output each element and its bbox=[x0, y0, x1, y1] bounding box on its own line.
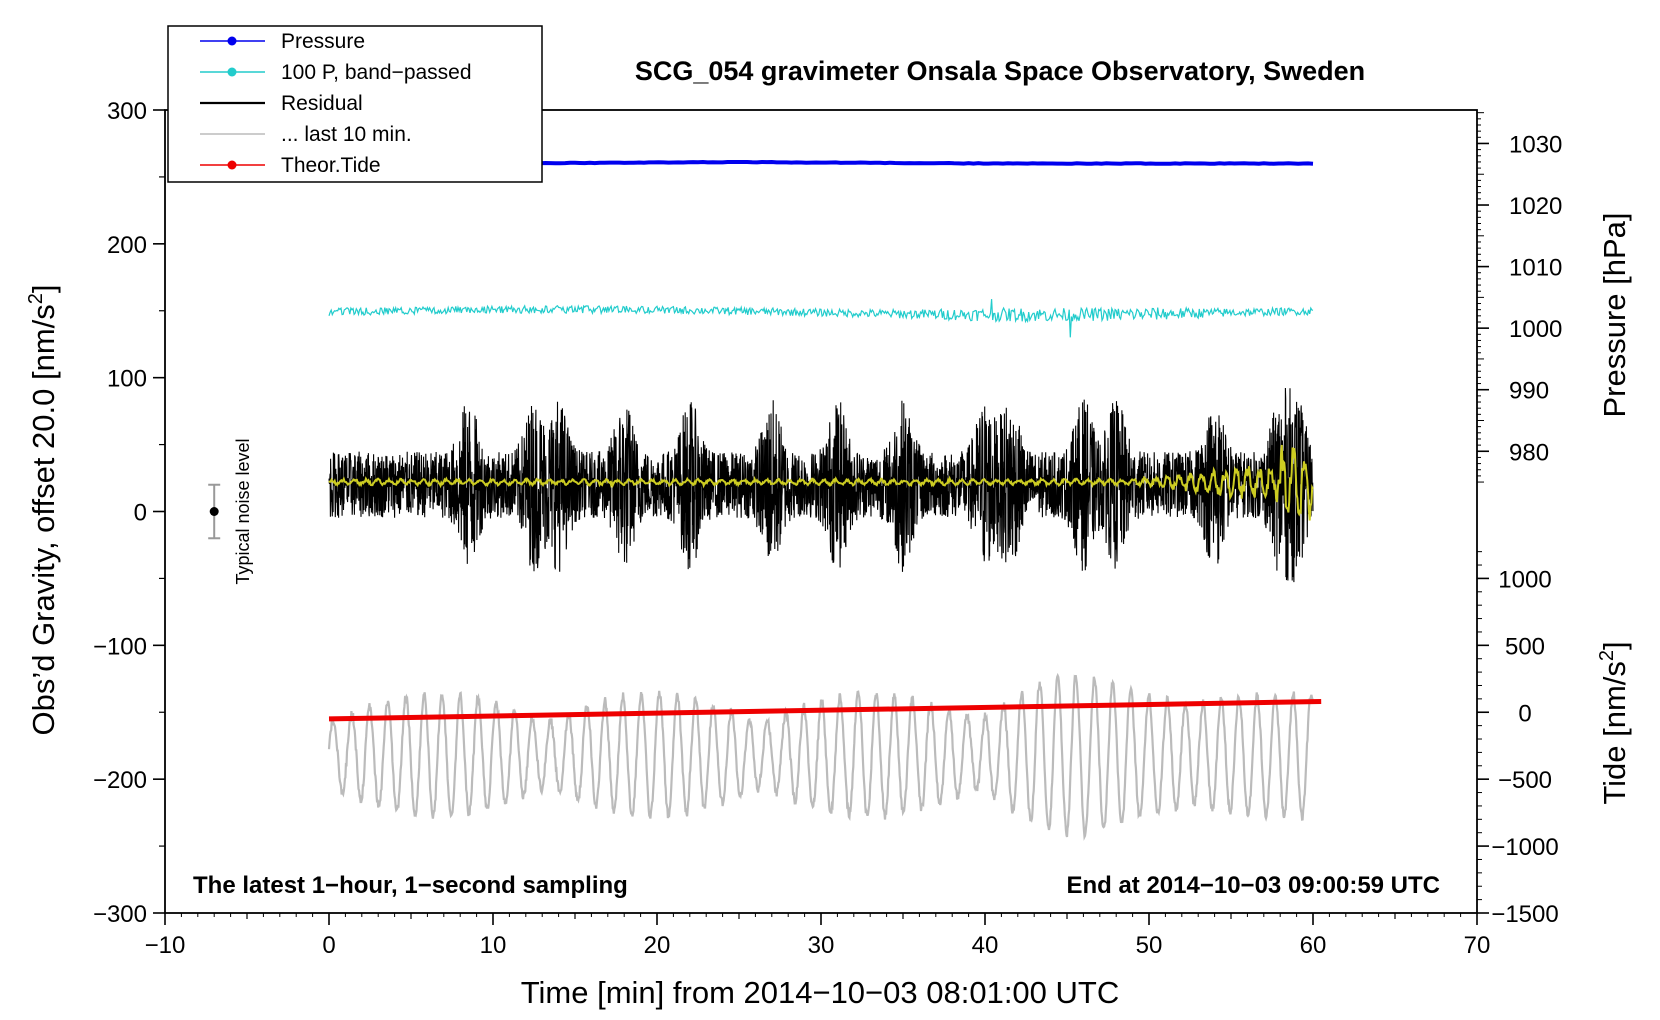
annotation-end-time: End at 2014−10−03 09:00:59 UTC bbox=[1066, 872, 1440, 899]
x-axis-title: Time [min] from 2014−10−03 08:01:00 UTC bbox=[521, 975, 1120, 1010]
series-group bbox=[327, 159, 1322, 841]
tide-tick-label: 500 bbox=[1505, 633, 1545, 660]
y-axis-left: −300 −200 −100 0 100 200 300 bbox=[93, 98, 165, 928]
y-left-tick-label: 200 bbox=[107, 232, 147, 259]
pressure-tick-label: 1000 bbox=[1509, 316, 1562, 343]
x-tick-label: 40 bbox=[972, 932, 999, 959]
y-axis-left-title-main: Obs’d Gravity, offset 20.0 [nm/s bbox=[26, 304, 61, 735]
pressure-tick-label: 1030 bbox=[1509, 131, 1562, 158]
noise-level-label: Typical noise level bbox=[233, 438, 253, 584]
y-left-tick-label: 100 bbox=[107, 366, 147, 393]
x-tick-label: 70 bbox=[1464, 932, 1491, 959]
noise-level-indicator: Typical noise level bbox=[208, 438, 253, 585]
tide-tick-label: −1500 bbox=[1491, 901, 1558, 928]
x-tick-label: 50 bbox=[1136, 932, 1163, 959]
annotation-sampling: The latest 1−hour, 1−second sampling bbox=[193, 872, 628, 899]
pressure-tick-label: 1020 bbox=[1509, 193, 1562, 220]
legend-label: Pressure bbox=[281, 30, 365, 53]
noise-level-dot bbox=[209, 507, 219, 516]
pressure-tick-label: 980 bbox=[1509, 439, 1549, 466]
x-tick-label: 60 bbox=[1300, 932, 1327, 959]
y-axis-left-title-end: ] bbox=[26, 284, 61, 293]
legend-label: Theor.Tide bbox=[281, 154, 381, 177]
legend-swatch-marker bbox=[227, 67, 237, 77]
legend-label: Residual bbox=[281, 92, 363, 115]
y-axis-left-title-sup: 2 bbox=[25, 293, 47, 304]
x-axis: −10 0 10 20 30 40 50 60 70 bbox=[145, 913, 1491, 959]
tide-tick-label: 0 bbox=[1518, 700, 1531, 727]
y-left-tick-label: −300 bbox=[93, 901, 147, 928]
y-axis-right-pressure-title: Pressure [hPa] bbox=[1597, 212, 1632, 417]
series-residual bbox=[328, 387, 1314, 583]
x-tick-label: −10 bbox=[145, 932, 186, 959]
series-band-passed-pressure bbox=[328, 299, 1314, 338]
chart-title: SCG_054 gravimeter Onsala Space Observat… bbox=[635, 56, 1365, 86]
series-smoothed-residual bbox=[328, 444, 1314, 521]
pressure-tick-label: 1010 bbox=[1509, 255, 1562, 282]
tide-tick-label: 1000 bbox=[1498, 566, 1551, 593]
y-axis-right-tide-title: Tide [nm/s2] bbox=[1596, 641, 1632, 804]
legend-label: ... last 10 min. bbox=[281, 123, 412, 146]
y-axis-right-tide-title-main: Tide [nm/s bbox=[1597, 661, 1632, 805]
pressure-tick-label: 990 bbox=[1509, 378, 1549, 405]
y-left-tick-label: −200 bbox=[93, 767, 147, 794]
x-tick-label: 20 bbox=[644, 932, 671, 959]
x-tick-label: 30 bbox=[808, 932, 835, 959]
series-theoretical-tide bbox=[328, 699, 1322, 722]
y-axis-right-tide-title-sup: 2 bbox=[1596, 650, 1618, 661]
x-tick-label: 10 bbox=[480, 932, 507, 959]
y-left-tick-label: −100 bbox=[93, 633, 147, 660]
x-tick-label: 0 bbox=[322, 932, 335, 959]
legend-swatch-marker bbox=[227, 160, 237, 170]
series-last-10-min bbox=[327, 672, 1315, 841]
y-axis-right-tide: −1500 −1000 −500 0 500 1000 bbox=[1477, 551, 1559, 928]
y-axis-right-tide-title-end: ] bbox=[1597, 641, 1632, 650]
legend: Pressure 100 P, band−passed Residual ... la… bbox=[167, 25, 543, 183]
y-left-tick-label: 0 bbox=[134, 500, 147, 527]
legend-label: 100 P, band−passed bbox=[281, 61, 472, 84]
y-axis-right-pressure: 980 990 1000 1010 1020 1030 bbox=[1477, 112, 1562, 483]
y-axis-left-title: Obs’d Gravity, offset 20.0 [nm/s2] bbox=[25, 284, 61, 735]
y-left-tick-label: 300 bbox=[107, 98, 147, 125]
tide-tick-label: −1000 bbox=[1491, 834, 1558, 861]
tide-tick-label: −500 bbox=[1498, 767, 1552, 794]
legend-swatch-marker bbox=[227, 36, 237, 46]
